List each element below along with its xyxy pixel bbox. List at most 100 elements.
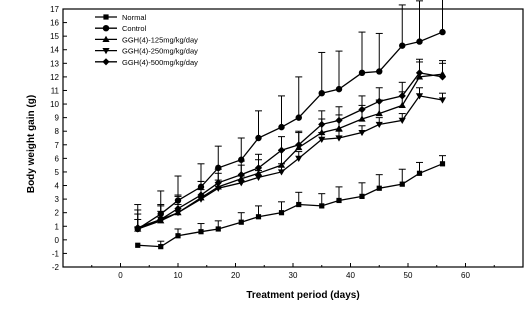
series-line bbox=[137, 163, 443, 248]
data-point bbox=[318, 120, 326, 129]
data-point bbox=[278, 210, 285, 216]
data-point bbox=[135, 242, 141, 248]
data-point bbox=[295, 155, 303, 162]
data-point bbox=[238, 219, 244, 225]
legend-marker bbox=[102, 58, 110, 66]
x-tick-label: 30 bbox=[289, 271, 298, 280]
legend-label: Control bbox=[122, 24, 147, 33]
legend-item: Normal bbox=[95, 13, 147, 22]
legend-marker bbox=[103, 14, 109, 20]
legend-marker bbox=[102, 35, 110, 42]
data-point bbox=[415, 93, 424, 100]
data-point bbox=[295, 114, 302, 121]
legend-item: GGH(4)-125mg/kg/day bbox=[95, 35, 198, 44]
series-layer bbox=[134, 0, 447, 250]
data-point bbox=[214, 179, 222, 187]
data-point bbox=[416, 170, 423, 176]
data-point bbox=[237, 180, 245, 187]
data-point bbox=[398, 117, 406, 124]
y-tick-label: 6 bbox=[55, 154, 60, 163]
data-point bbox=[398, 92, 406, 100]
y-tick-label: -2 bbox=[52, 263, 60, 272]
data-point bbox=[255, 134, 262, 142]
y-tick-label: 15 bbox=[50, 32, 59, 41]
data-point bbox=[375, 97, 383, 105]
series-triangle-down bbox=[134, 87, 447, 233]
data-point bbox=[398, 101, 406, 109]
y-tick-label: 16 bbox=[50, 19, 59, 28]
data-point bbox=[174, 210, 182, 217]
x-axis-ticks: 0 10 20 30 40 50 60 bbox=[91, 263, 495, 280]
data-point bbox=[296, 201, 302, 208]
y-tick-label: 10 bbox=[50, 100, 59, 109]
legend-label: Normal bbox=[122, 13, 147, 22]
data-point bbox=[335, 135, 343, 142]
data-point bbox=[335, 85, 343, 93]
data-point bbox=[254, 174, 263, 181]
data-point bbox=[358, 69, 366, 77]
data-point bbox=[214, 185, 222, 192]
x-tick-label: 40 bbox=[346, 271, 355, 280]
data-point bbox=[415, 69, 424, 77]
series-diamond bbox=[134, 58, 447, 232]
data-point bbox=[295, 141, 303, 149]
series-line bbox=[137, 72, 443, 229]
data-point bbox=[399, 181, 405, 187]
data-point bbox=[359, 193, 365, 199]
data-point bbox=[335, 124, 343, 132]
y-tick-label: 11 bbox=[51, 86, 60, 95]
data-point bbox=[399, 42, 406, 49]
data-point bbox=[375, 121, 383, 129]
data-point bbox=[174, 205, 182, 213]
data-point bbox=[438, 97, 447, 104]
series-line bbox=[137, 95, 443, 230]
series-triangle-up bbox=[134, 60, 447, 232]
data-point bbox=[439, 161, 446, 167]
y-tick-label: 2 bbox=[55, 209, 60, 218]
data-point bbox=[358, 129, 366, 137]
legend-item: GGH(4)-250mg/kg/day bbox=[95, 47, 198, 56]
data-point bbox=[358, 105, 366, 114]
legend-item: Control bbox=[95, 24, 147, 33]
data-point bbox=[277, 169, 286, 176]
x-tick-label: 50 bbox=[404, 271, 413, 280]
y-tick-label: 8 bbox=[55, 127, 60, 136]
y-tick-label: 12 bbox=[50, 73, 59, 82]
x-tick-label: 0 bbox=[118, 271, 123, 280]
x-axis-label: Treatment period (days) bbox=[246, 290, 359, 301]
y-axis-label: Body weight gain (g) bbox=[26, 95, 37, 193]
data-point bbox=[319, 203, 325, 209]
legend-label: GGH(4)-250mg/kg/day bbox=[122, 47, 198, 56]
data-point bbox=[439, 28, 446, 36]
data-point bbox=[318, 89, 325, 97]
data-point bbox=[175, 233, 181, 239]
data-point bbox=[358, 115, 366, 122]
y-tick-label: 1 bbox=[55, 222, 60, 231]
legend-label: GGH(4)-500mg/kg/day bbox=[122, 58, 198, 67]
y-tick-label: 17 bbox=[50, 5, 59, 14]
data-point bbox=[335, 116, 343, 124]
legend-marker bbox=[102, 25, 110, 32]
data-point bbox=[215, 226, 221, 232]
data-point bbox=[375, 109, 383, 117]
y-tick-label: 9 bbox=[55, 114, 60, 123]
data-point bbox=[318, 136, 326, 143]
legend-label: GGH(4)-125mg/kg/day bbox=[122, 35, 198, 44]
y-tick-label: 0 bbox=[55, 236, 60, 245]
y-tick-label: -1 bbox=[52, 249, 60, 258]
data-point bbox=[278, 123, 285, 131]
data-point bbox=[157, 215, 165, 224]
data-point bbox=[336, 197, 342, 204]
data-point bbox=[255, 214, 262, 220]
data-point bbox=[197, 191, 205, 199]
series-line bbox=[137, 31, 443, 230]
legend-item: GGH(4)-500mg/kg/day bbox=[95, 58, 198, 67]
data-point bbox=[376, 68, 383, 75]
y-tick-label: 13 bbox=[50, 59, 59, 68]
x-tick-label: 60 bbox=[461, 271, 470, 280]
data-point bbox=[254, 164, 263, 172]
legend-marker bbox=[102, 48, 110, 55]
x-tick-label: 10 bbox=[174, 271, 183, 280]
